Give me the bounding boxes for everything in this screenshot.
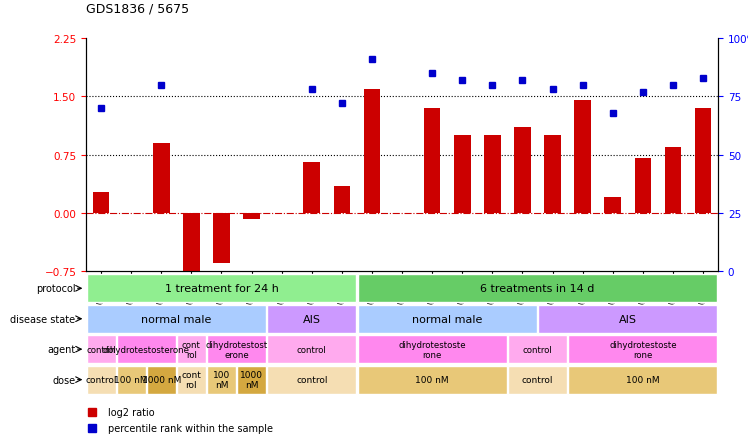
Text: dihydrotestost
erone: dihydrotestost erone [206, 340, 268, 358]
Bar [358, 275, 717, 302]
Bar [304, 163, 320, 213]
Bar [177, 366, 206, 394]
Bar [358, 305, 537, 333]
Bar [334, 186, 350, 213]
Bar [568, 335, 717, 363]
Bar [538, 305, 717, 333]
Bar [93, 192, 109, 213]
Bar [514, 128, 531, 213]
Bar [183, 213, 200, 271]
Text: 1000
nM: 1000 nM [240, 371, 263, 389]
Bar [87, 366, 115, 394]
Bar [508, 335, 567, 363]
Bar [243, 213, 260, 220]
Text: dihydrotestoste
rone: dihydrotestoste rone [399, 340, 466, 358]
Text: protocol: protocol [36, 284, 76, 293]
Bar [207, 335, 266, 363]
Bar [364, 89, 380, 213]
Text: cont
rol: cont rol [182, 340, 200, 358]
Bar [213, 213, 230, 263]
Text: normal male: normal male [412, 314, 482, 324]
Bar [665, 148, 681, 213]
Text: 100 nM: 100 nM [415, 375, 449, 384]
Bar [87, 275, 356, 302]
Bar [267, 305, 356, 333]
Bar [634, 159, 651, 213]
Text: 1000 nM: 1000 nM [141, 375, 181, 384]
Text: 6 treatments in 14 d: 6 treatments in 14 d [480, 284, 595, 293]
Bar [117, 335, 176, 363]
Bar [117, 366, 146, 394]
Bar [545, 136, 561, 213]
Bar [454, 136, 470, 213]
Text: cont
rol: cont rol [182, 371, 201, 389]
Text: control: control [522, 375, 554, 384]
Text: 100
nM: 100 nM [213, 371, 230, 389]
Bar [508, 366, 567, 394]
Text: AIS: AIS [303, 314, 321, 324]
Text: control: control [86, 345, 116, 354]
Bar [604, 198, 621, 213]
Text: log2 ratio: log2 ratio [108, 408, 155, 418]
Text: dose: dose [52, 375, 76, 385]
Text: normal male: normal male [141, 314, 212, 324]
Bar [207, 366, 236, 394]
Bar [267, 335, 356, 363]
Bar [267, 366, 356, 394]
Bar [424, 108, 441, 213]
Text: control: control [85, 375, 117, 384]
Bar [237, 366, 266, 394]
Bar [695, 108, 711, 213]
Text: AIS: AIS [619, 314, 637, 324]
Bar [574, 101, 591, 213]
Text: disease state: disease state [10, 314, 76, 324]
Bar [153, 144, 170, 213]
Text: dihydrotestoste
rone: dihydrotestoste rone [609, 340, 677, 358]
Text: GDS1836 / 5675: GDS1836 / 5675 [86, 2, 189, 15]
Text: control: control [296, 375, 328, 384]
Text: 100 nM: 100 nM [114, 375, 148, 384]
Bar [87, 305, 266, 333]
Text: percentile rank within the sample: percentile rank within the sample [108, 423, 273, 433]
Bar [568, 366, 717, 394]
Text: 100 nM: 100 nM [626, 375, 660, 384]
Text: agent: agent [47, 345, 76, 354]
Bar [177, 335, 206, 363]
Text: control: control [523, 345, 552, 354]
Text: 1 treatment for 24 h: 1 treatment for 24 h [165, 284, 278, 293]
Bar [358, 366, 507, 394]
Bar [484, 136, 500, 213]
Text: control: control [297, 345, 327, 354]
Bar [358, 335, 507, 363]
Bar [147, 366, 176, 394]
Text: dihydrotestosterone: dihydrotestosterone [102, 345, 190, 354]
Bar [87, 335, 115, 363]
